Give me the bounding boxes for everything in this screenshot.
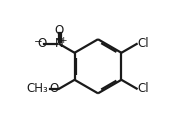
Text: O: O [49,82,59,95]
Text: −: − [34,37,43,47]
Text: +: + [59,36,66,45]
Text: O: O [55,24,64,37]
Text: O: O [37,38,46,51]
Text: N: N [55,38,64,51]
Text: CH₃: CH₃ [27,82,49,95]
Text: Cl: Cl [137,38,149,51]
Text: Cl: Cl [137,82,149,95]
